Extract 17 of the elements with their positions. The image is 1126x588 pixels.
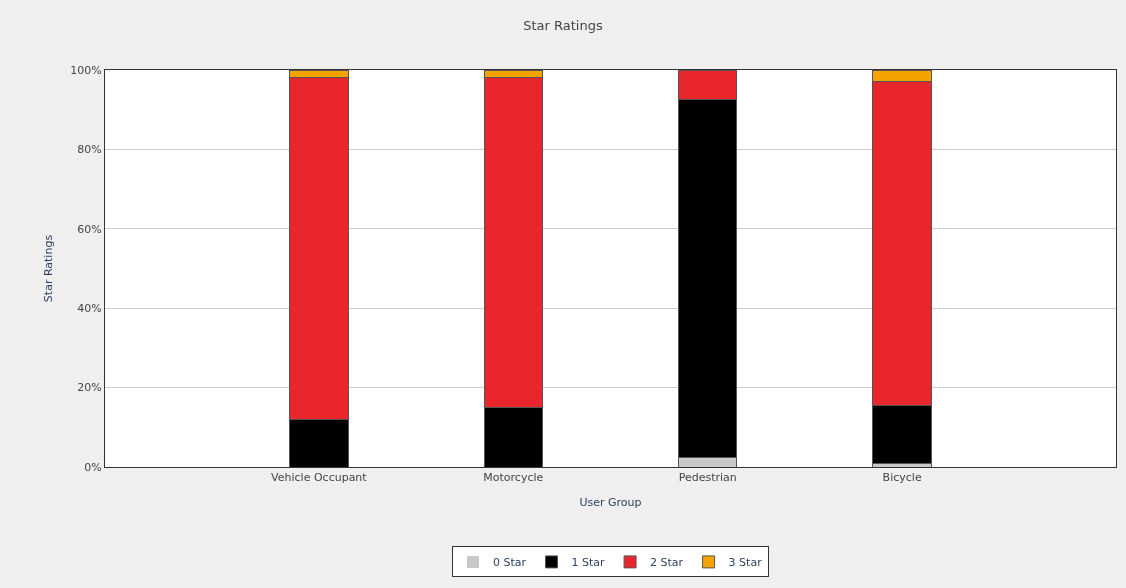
y-tick-label: 40% (77, 302, 102, 316)
y-tick-label: 20% (77, 381, 102, 395)
legend-label: 2 Star (650, 556, 684, 570)
x-tick-label: Vehicle Occupant (271, 471, 368, 485)
y-tick-label: 60% (77, 222, 102, 236)
legend-label: 0 Star (493, 556, 527, 570)
x-tick-label: Bicycle (882, 471, 922, 485)
y-tick-label: 0% (84, 460, 102, 474)
legend-label: 1 Star (571, 556, 606, 570)
y-tick-label: 80% (77, 143, 102, 157)
y-axis-title: Star Ratings (42, 234, 55, 303)
y-tick-label: 100% (70, 63, 102, 77)
chart-title: Star Ratings (523, 17, 603, 33)
x-tick-label: Pedestrian (678, 471, 737, 485)
x-tick-label: Motorcycle (483, 471, 544, 485)
x-axis-title: User Group (579, 496, 642, 510)
legend-label: 3 Star (728, 556, 763, 570)
